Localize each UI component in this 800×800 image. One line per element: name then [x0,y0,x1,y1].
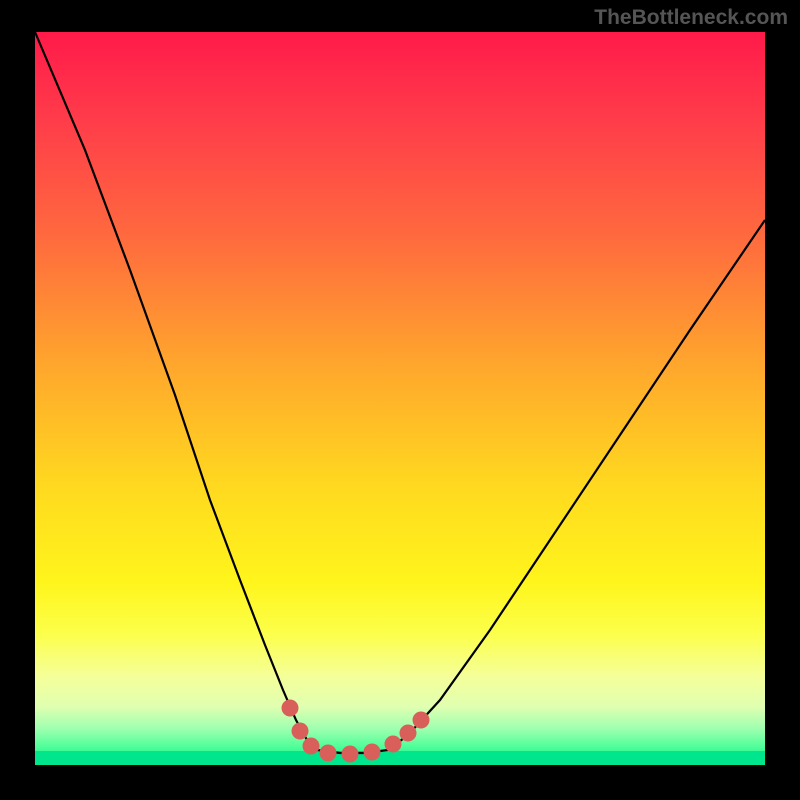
curve-marker [342,746,359,763]
curve-marker [400,725,417,742]
curve-marker [282,700,299,717]
curve-marker [303,738,320,755]
curve-marker [320,745,337,762]
bottleneck-curve [35,32,765,753]
watermark-text: TheBottleneck.com [594,6,788,30]
curve-markers [282,700,430,763]
chart-plot-area [35,32,765,765]
curve-marker [292,723,309,740]
curve-marker [364,744,381,761]
curve-marker [385,736,402,753]
chart-svg [35,32,765,765]
curve-marker [413,712,430,729]
